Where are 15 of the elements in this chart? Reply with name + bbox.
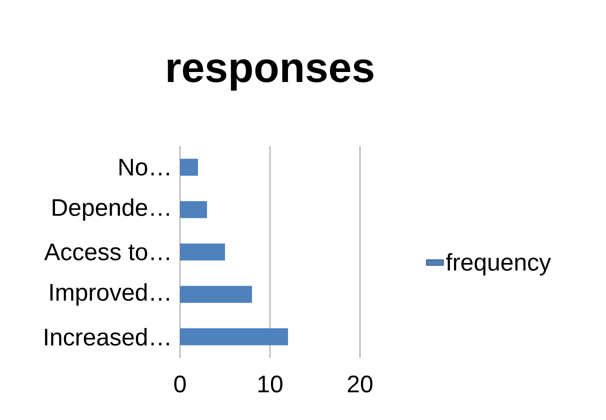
x-tick-label: 20: [348, 376, 372, 393]
bar: [180, 201, 207, 218]
legend-label: frequency: [446, 253, 551, 276]
chart-title: responses: [168, 59, 374, 91]
x-tick-label: 0: [174, 376, 186, 393]
y-tick-label: Access to…: [44, 244, 169, 260]
bar: [180, 243, 225, 260]
y-tick-label: No…: [120, 158, 169, 176]
y-tick-label: Improved…: [50, 283, 169, 306]
y-tick-label: Increased…: [45, 328, 169, 346]
y-tick-label: Depende…: [52, 198, 169, 221]
x-tick-label: 10: [258, 376, 282, 393]
bar: [180, 158, 198, 176]
bar: [180, 286, 252, 303]
bar: [180, 328, 288, 346]
